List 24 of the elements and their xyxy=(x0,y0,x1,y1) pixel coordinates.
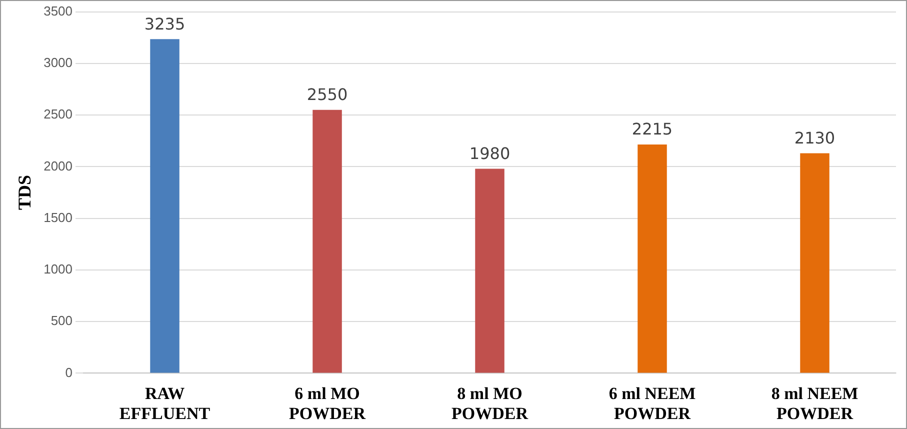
y-tick-label: 3000 xyxy=(44,55,73,70)
y-tick-label: 2000 xyxy=(44,158,73,174)
y-tick-label: 1000 xyxy=(44,262,73,277)
x-tick-label: 8 ml MO POWDER xyxy=(452,384,529,424)
y-tick-label: 0 xyxy=(65,364,73,380)
bar xyxy=(475,168,504,373)
bar xyxy=(312,110,342,373)
x-tick-label: 6 ml NEEM POWDER xyxy=(608,384,696,424)
y-tick-label: 500 xyxy=(50,313,73,328)
y-tick-label: 3500 xyxy=(44,3,73,18)
data-label: 2130 xyxy=(794,128,836,148)
data-label: 2550 xyxy=(306,85,348,104)
bar xyxy=(638,144,667,373)
y-axis-title: TDS xyxy=(14,174,34,210)
data-label: 3235 xyxy=(144,14,186,34)
data-label: 2215 xyxy=(632,120,673,139)
y-tick-label: 2500 xyxy=(44,106,73,122)
bar xyxy=(150,39,180,373)
x-tick-label: RAW EFFLUENT xyxy=(119,384,211,424)
x-tick-label: 6 ml MO POWDER xyxy=(289,384,366,424)
data-label: 1980 xyxy=(469,144,510,163)
bar xyxy=(800,153,830,373)
y-tick-label: 1500 xyxy=(44,210,73,225)
x-tick-label: 8 ml NEEM POWDER xyxy=(771,384,858,424)
